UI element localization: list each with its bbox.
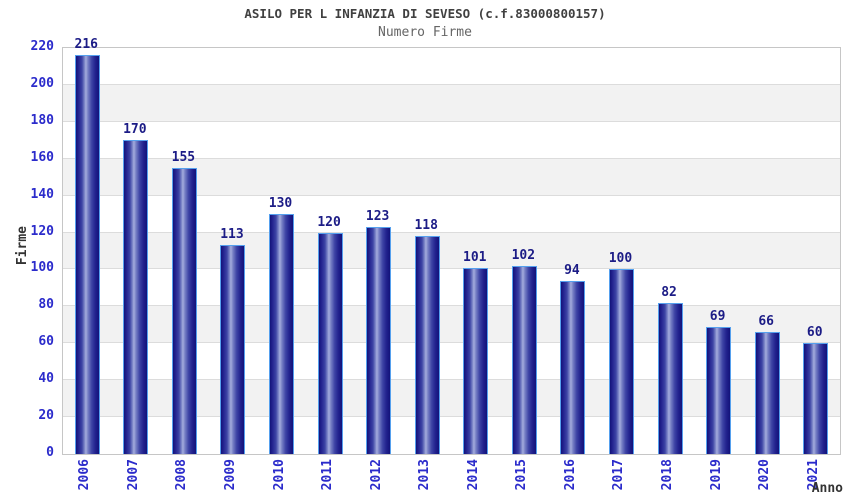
bar-value-label: 101 — [463, 249, 487, 265]
bar-2021 — [803, 343, 829, 454]
y-tick-label: 20 — [38, 408, 54, 424]
y-tick-label: 100 — [30, 260, 54, 276]
gridline — [63, 379, 840, 381]
x-tick-label: 2008 — [174, 459, 190, 491]
bar-2006 — [74, 55, 100, 454]
x-tick-label: 2019 — [708, 459, 724, 491]
plot-area — [62, 47, 841, 455]
bar-2016 — [560, 280, 586, 454]
bar-2011 — [317, 232, 343, 454]
bar-2013 — [414, 236, 440, 454]
gridline — [63, 305, 840, 307]
bar-2012 — [366, 227, 392, 454]
chart-subtitle: Numero Firme — [378, 25, 472, 40]
gridline — [63, 120, 840, 122]
y-tick-label: 160 — [30, 149, 54, 165]
x-tick-label: 2012 — [368, 459, 384, 491]
chart-title: ASILO PER L INFANZIA DI SEVESO (c.f.8300… — [244, 6, 606, 21]
x-tick-label: 2016 — [562, 459, 578, 491]
bar-value-label: 216 — [74, 37, 99, 53]
y-tick-label: 140 — [30, 186, 54, 202]
gridline — [63, 231, 840, 233]
plot-band — [63, 121, 840, 159]
bar-value-label: 100 — [608, 251, 633, 267]
gridline — [63, 416, 840, 418]
x-tick-label: 2010 — [271, 459, 287, 491]
y-axis-title: Firme — [15, 226, 30, 266]
bar-value-label: 60 — [806, 325, 823, 341]
bar-2007 — [123, 140, 149, 454]
y-tick-label: 40 — [38, 371, 54, 387]
plot-band — [63, 48, 840, 85]
bar-2018 — [657, 302, 683, 454]
bar-value-label: 155 — [171, 149, 196, 165]
bar-value-label: 69 — [709, 308, 726, 324]
bar-value-label: 123 — [365, 209, 390, 224]
bar-value-label: 66 — [758, 314, 774, 330]
bar-2017 — [608, 269, 634, 454]
x-tick-label: 2017 — [611, 459, 627, 491]
gridline — [63, 268, 840, 270]
bar-value-label: 94 — [564, 262, 580, 278]
bar-2008 — [171, 167, 197, 454]
y-tick-label: 80 — [38, 297, 54, 313]
x-tick-label: 2013 — [417, 459, 433, 491]
x-tick-label: 2014 — [465, 459, 481, 491]
bar-2015 — [511, 265, 537, 454]
x-tick-label: 2007 — [125, 459, 141, 491]
gridline — [63, 157, 840, 159]
x-tick-label: 2006 — [77, 459, 93, 491]
plot-band — [63, 84, 840, 122]
gridline — [63, 194, 840, 196]
x-tick-label: 2018 — [660, 459, 676, 491]
y-tick-label: 60 — [38, 334, 54, 350]
bar-value-label: 102 — [511, 247, 536, 263]
bar-value-label: 82 — [661, 284, 677, 300]
y-tick-label: 220 — [30, 39, 54, 54]
bar-value-label: 170 — [123, 122, 147, 138]
y-tick-label: 180 — [30, 112, 54, 128]
y-tick-label: 200 — [30, 75, 54, 91]
gridline — [63, 83, 840, 85]
x-axis-title: Anno — [811, 481, 843, 496]
x-tick-label: 2015 — [514, 459, 530, 491]
x-tick-label: 2020 — [757, 459, 773, 491]
x-tick-label: 2009 — [222, 459, 238, 491]
bar-2014 — [463, 267, 489, 454]
bar-2019 — [706, 326, 732, 454]
gridline — [63, 342, 840, 344]
x-tick-label: 2011 — [320, 459, 336, 491]
bar-2020 — [754, 332, 780, 454]
bar-value-label: 130 — [268, 196, 293, 212]
y-tick-label: 120 — [30, 223, 54, 239]
bar-2009 — [220, 245, 246, 454]
bar-value-label: 120 — [317, 214, 341, 230]
y-tick-label: 0 — [46, 445, 54, 460]
bar-value-label: 113 — [220, 227, 244, 243]
bar-2010 — [269, 214, 295, 454]
bar-value-label: 118 — [414, 218, 438, 234]
